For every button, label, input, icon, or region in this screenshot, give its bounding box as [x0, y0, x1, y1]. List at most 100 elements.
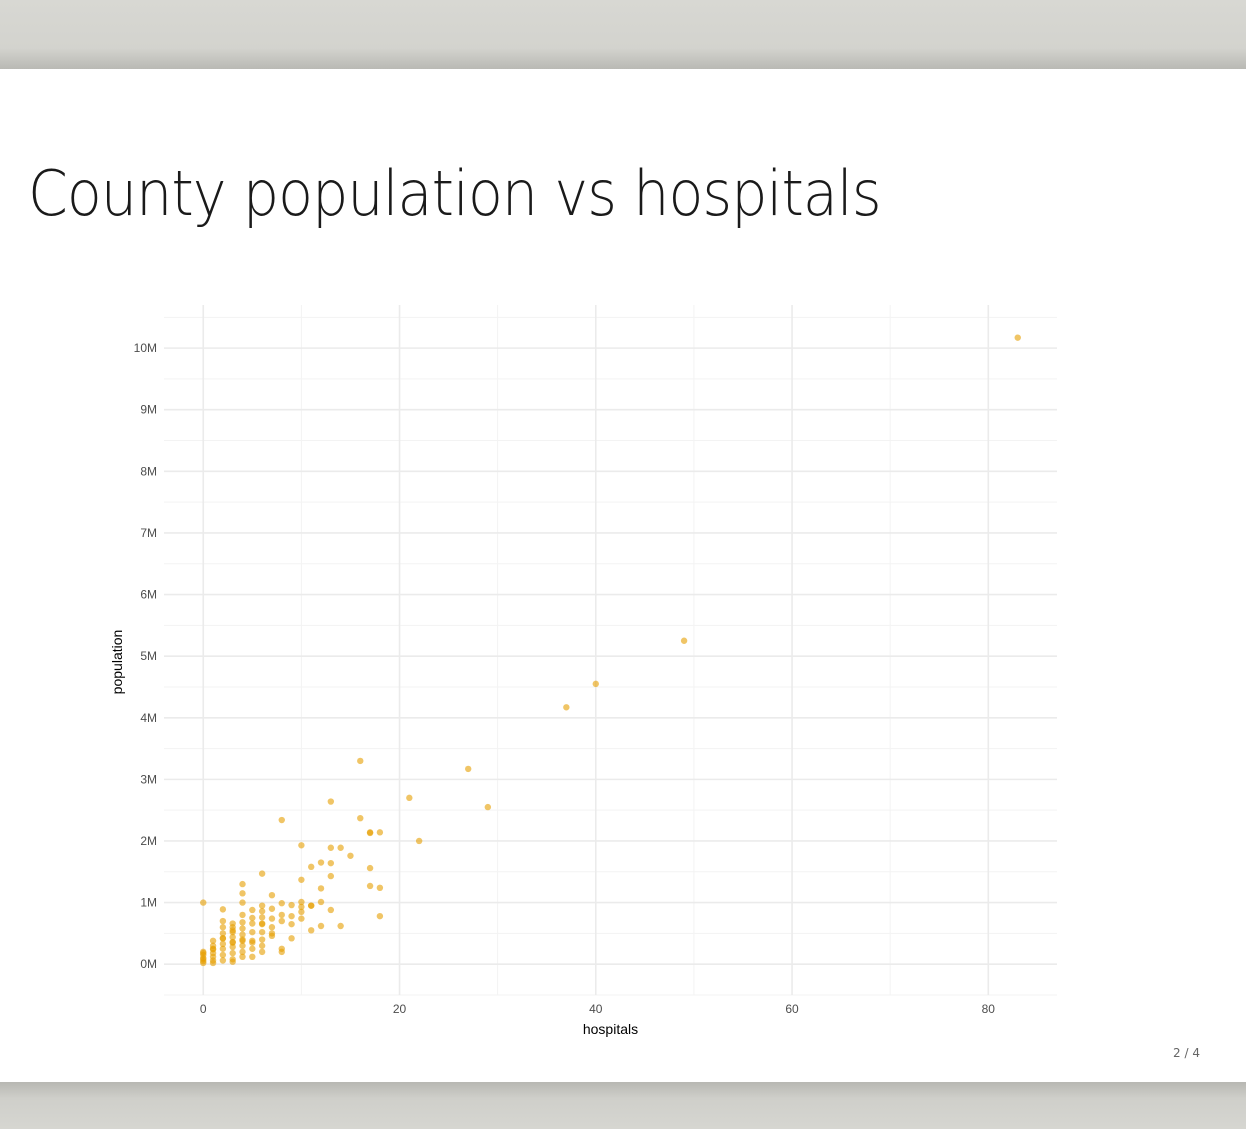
data-point	[268, 905, 276, 912]
y-tick-label: 3M	[140, 772, 157, 786]
data-point	[317, 859, 325, 866]
data-point	[200, 949, 207, 957]
data-point	[268, 915, 276, 922]
data-point	[327, 798, 335, 805]
data-point	[376, 912, 384, 920]
data-point	[298, 903, 305, 911]
data-point	[219, 924, 227, 931]
data-point	[239, 880, 246, 888]
data-point	[239, 925, 246, 932]
data-point	[258, 908, 266, 915]
data-point	[219, 957, 227, 964]
data-point	[376, 829, 384, 836]
page-number: 2 / 4	[1173, 1046, 1200, 1060]
data-point	[347, 852, 354, 859]
data-point	[484, 803, 492, 811]
data-point	[317, 898, 325, 906]
y-tick-label: 0M	[140, 957, 157, 971]
data-point	[229, 928, 236, 936]
y-tick-label: 7M	[140, 526, 157, 540]
data-point	[357, 814, 364, 822]
data-point	[229, 943, 236, 951]
data-point	[592, 680, 599, 688]
data-point	[249, 953, 256, 961]
x-tick-label: 20	[393, 1002, 407, 1016]
data-point	[258, 920, 266, 928]
data-point	[288, 920, 295, 928]
data-point	[239, 890, 246, 897]
data-point	[298, 908, 305, 916]
data-points	[200, 334, 1021, 967]
scatter-chart: 0 20 40 60 80 0M 1M 2M 3M 4M 5M 6M 7M 8M 9M 10M hospit…	[109, 305, 1057, 1037]
data-point	[337, 922, 344, 930]
data-point	[327, 872, 335, 880]
data-point	[327, 859, 335, 867]
slide: County population vs hospitals 0 20 40 60 80…	[0, 69, 1246, 1082]
data-point	[278, 948, 285, 956]
data-point	[307, 902, 315, 909]
data-point	[357, 757, 364, 765]
data-point	[307, 927, 315, 934]
data-point	[258, 942, 266, 949]
data-point	[219, 930, 227, 937]
data-point	[327, 844, 335, 851]
data-point	[209, 942, 217, 949]
x-tick-label: 0	[200, 1002, 207, 1016]
data-point	[366, 864, 374, 872]
data-point	[239, 953, 246, 961]
viewer-top-bar	[0, 0, 1246, 69]
grid-minor	[164, 305, 1057, 996]
slide-title: County population vs hospitals	[28, 157, 882, 230]
data-point	[317, 885, 325, 892]
data-point	[219, 951, 227, 959]
data-point	[278, 917, 285, 925]
data-point	[229, 933, 236, 941]
data-point	[229, 920, 236, 927]
data-point	[219, 906, 227, 913]
y-tick-label: 6M	[140, 588, 157, 602]
data-point	[249, 914, 256, 922]
data-point	[317, 922, 325, 930]
data-point	[258, 902, 266, 909]
x-tick-label: 60	[785, 1002, 799, 1016]
data-point	[268, 891, 276, 899]
data-point	[278, 911, 285, 919]
data-point	[298, 898, 305, 906]
data-point	[465, 765, 472, 773]
data-point	[249, 945, 256, 952]
data-point	[219, 935, 227, 942]
data-point	[258, 948, 266, 956]
data-point	[229, 958, 236, 965]
x-tick-label: 40	[589, 1002, 603, 1016]
data-point	[298, 876, 305, 883]
data-point	[680, 637, 688, 644]
y-tick-label: 4M	[140, 711, 157, 725]
y-tick-label: 2M	[140, 834, 157, 848]
data-point	[229, 949, 236, 957]
y-tick-label: 5M	[140, 649, 157, 663]
viewer-bottom-bar	[0, 1082, 1246, 1129]
y-tick-label: 8M	[140, 464, 157, 478]
data-point	[258, 936, 266, 943]
data-point	[278, 900, 285, 907]
data-point	[219, 940, 227, 948]
data-point	[200, 956, 207, 963]
data-point	[268, 924, 276, 931]
data-point	[239, 899, 246, 906]
y-tick-label: 10M	[134, 341, 157, 355]
data-point	[229, 938, 236, 946]
grid-major	[164, 305, 1057, 995]
data-point	[239, 931, 246, 938]
data-point	[278, 816, 285, 824]
x-axis-title: hospitals	[583, 1021, 638, 1037]
data-point	[415, 837, 423, 845]
data-point	[209, 937, 217, 944]
data-point	[249, 928, 256, 936]
data-point	[298, 915, 305, 922]
data-point	[258, 870, 266, 877]
data-point	[288, 935, 295, 942]
data-point	[298, 842, 305, 849]
data-point	[288, 912, 295, 920]
data-point	[1014, 334, 1021, 341]
data-point	[258, 914, 266, 921]
